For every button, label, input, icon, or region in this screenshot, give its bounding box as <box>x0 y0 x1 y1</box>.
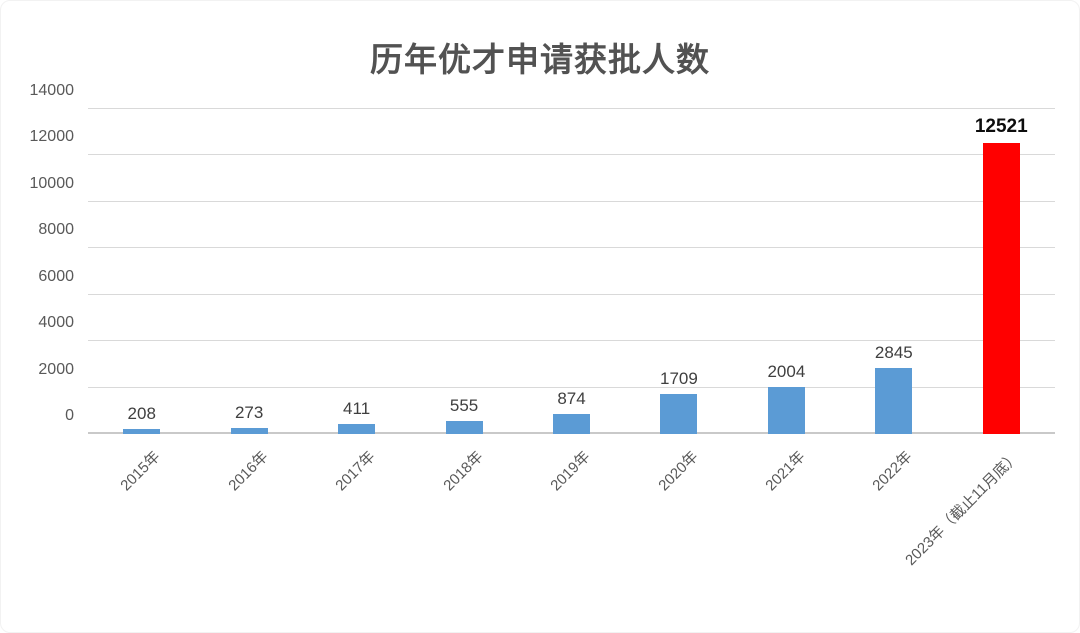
gridline <box>88 247 1055 249</box>
bar-value-label: 1709 <box>660 369 698 389</box>
x-axis-category-label: 2018年 <box>439 448 487 495</box>
gridline <box>88 200 1055 202</box>
bar <box>875 367 913 434</box>
y-axis-tick-label: 2000 <box>38 360 74 378</box>
gridline <box>88 293 1055 295</box>
bar-value-label: 2004 <box>767 362 806 382</box>
y-axis-tick-label: 4000 <box>38 314 74 332</box>
bar <box>660 394 698 434</box>
x-axis-category-label: 2015年 <box>117 448 164 495</box>
bar <box>553 413 590 434</box>
x-axis-category-label: 2021年 <box>762 448 809 495</box>
bar <box>123 429 161 434</box>
y-axis-tick-label: 0 <box>65 407 74 424</box>
gridline <box>88 108 1055 109</box>
x-axis-category-label: 2017年 <box>332 448 379 495</box>
x-axis-category-label: 2023年（截止11月底） <box>902 448 1024 570</box>
y-axis-tick-label: 8000 <box>38 221 74 239</box>
bar <box>338 424 376 434</box>
bar-value-label: 555 <box>449 396 479 416</box>
bar-value-label: 12521 <box>974 116 1028 138</box>
gridline <box>88 340 1055 342</box>
bar-value-label: 208 <box>127 404 156 424</box>
bar-value-label: 2845 <box>874 342 913 362</box>
bar-value-label: 411 <box>343 399 371 419</box>
bar-value-label: 874 <box>557 388 586 408</box>
y-axis-tick-label: 10000 <box>29 174 75 192</box>
chart-title: 历年优才申请获批人数 <box>370 41 710 78</box>
y-axis-tick-label: 6000 <box>38 267 74 285</box>
bar-highlight <box>982 143 1020 434</box>
gridline <box>88 154 1055 156</box>
x-axis-category-label: 2019年 <box>547 448 594 495</box>
bar <box>230 427 268 434</box>
y-axis-tick-label: 14000 <box>29 82 75 99</box>
x-axis-category-label: 2022年 <box>869 448 916 495</box>
y-axis-tick-label: 12000 <box>29 128 75 146</box>
gridline <box>88 386 1055 388</box>
bar-value-label: 273 <box>234 402 264 422</box>
plot-area: 0 2000 4000 6000 8000 10000 12000 14000 208 273 41… <box>30 82 1055 434</box>
bar <box>445 421 483 434</box>
bar <box>767 387 805 434</box>
x-axis-category-label: 2020年 <box>654 448 702 495</box>
x-axis-category-label: 2016年 <box>225 448 272 495</box>
